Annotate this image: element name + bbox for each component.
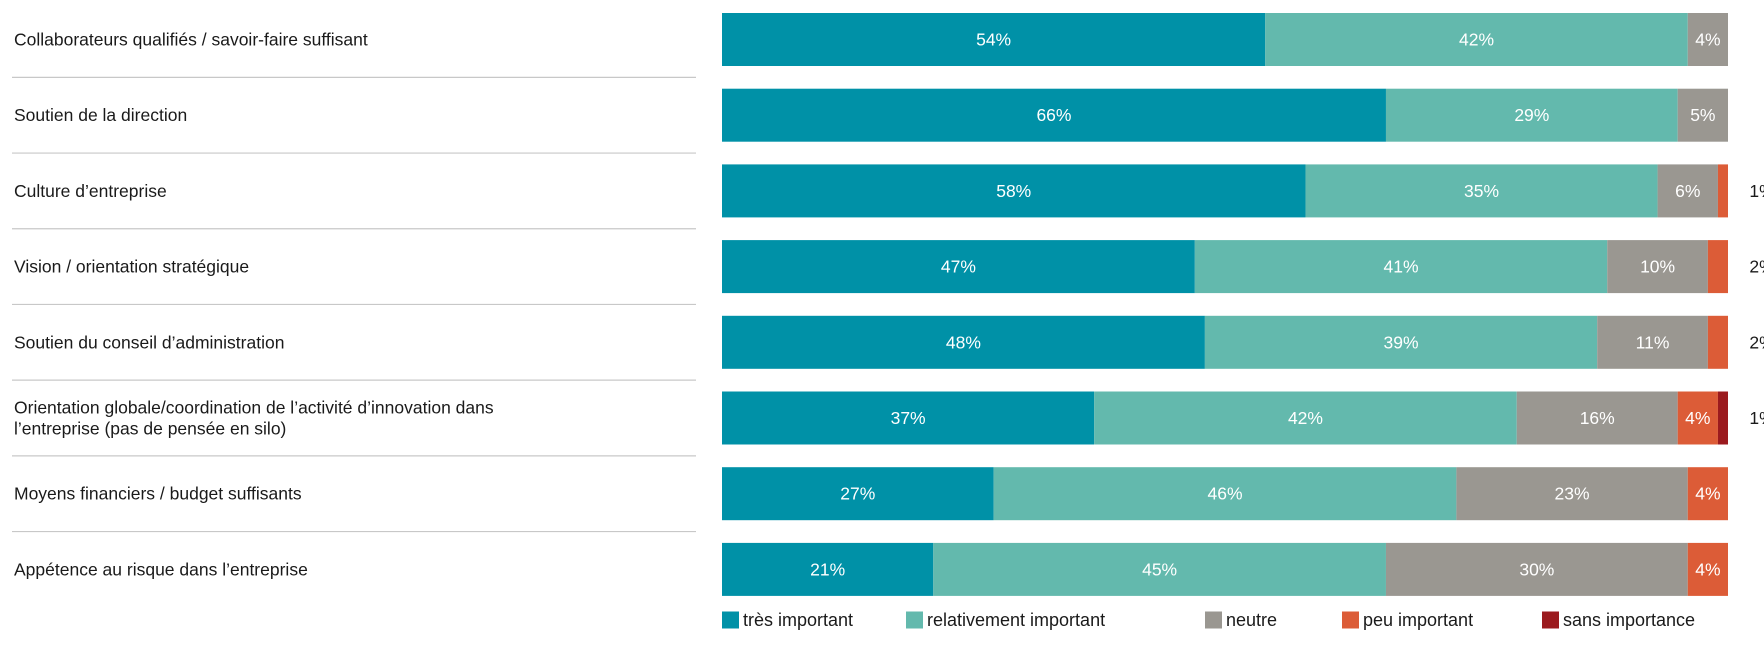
legend-swatch-relativement-important [906, 611, 923, 629]
bar-segment-relativement-important [1265, 13, 1688, 66]
data-label: 4% [1695, 30, 1720, 50]
data-label: 27% [840, 484, 875, 504]
data-label: 42% [1288, 408, 1323, 428]
legend-swatch-neutre [1205, 611, 1222, 629]
data-label: 2% [1749, 257, 1764, 277]
data-label: 37% [891, 408, 926, 428]
bar-row-4: Vision / orientation stratégique 47% 41% 10… [12, 240, 1764, 306]
bar-row-2: Soutien de la direction 66% 29% 5% [12, 88, 1728, 154]
data-label: 47% [941, 257, 976, 277]
bar-segment-neutre [1607, 240, 1708, 294]
bar-segment-peu-important [1707, 240, 1728, 294]
legend-label: peu important [1363, 610, 1473, 630]
bar-segment-relativement-important [1204, 315, 1598, 369]
legend-swatch-tres-important [722, 611, 739, 629]
bar-segment-neutre [1657, 164, 1718, 218]
data-label: 2% [1749, 332, 1764, 352]
data-label: 66% [1036, 105, 1071, 125]
category-label: Soutien de la direction [14, 105, 187, 125]
bar-segment-tres-important [722, 315, 1205, 369]
bar-row-6: Orientation globale/coordination de l’ac… [12, 391, 1764, 457]
data-label: 35% [1464, 181, 1499, 201]
bar-segment-peu-important [1707, 315, 1728, 369]
legend-swatch-sans-importance [1542, 611, 1559, 629]
bar-segment-neutre [1385, 542, 1688, 596]
data-label: 23% [1555, 484, 1590, 504]
data-label: 21% [810, 559, 845, 579]
data-label: 4% [1685, 408, 1710, 428]
bar-segment-neutre [1516, 391, 1678, 445]
category-label: Collaborateurs qualifiés / savoir-faire … [14, 30, 368, 50]
bar-segment-neutre [1597, 315, 1708, 369]
legend-label: très important [743, 610, 853, 630]
category-label: Appétence au risque dans l’entreprise [14, 559, 308, 579]
bar-segment-peu-important [1717, 164, 1728, 218]
bar-segment-neutre [1456, 467, 1688, 521]
data-label: 10% [1640, 257, 1675, 277]
data-label: 16% [1580, 408, 1615, 428]
bar-row-1: Collaborateurs qualifiés / savoir-faire … [12, 13, 1728, 78]
legend: très important relativement important neut… [722, 610, 1695, 630]
data-label: 41% [1384, 257, 1419, 277]
data-label: 46% [1207, 484, 1242, 504]
category-label: Orientation globale/coordination de l’ac… [14, 398, 494, 439]
data-label: 58% [996, 181, 1031, 201]
data-label: 30% [1519, 559, 1554, 579]
bar-segment-sans-importance [1717, 391, 1728, 445]
data-label: 1% [1749, 181, 1764, 201]
bar-segment-tres-important [722, 88, 1386, 142]
bar-segment-tres-important [722, 13, 1266, 66]
bar-segment-neutre [1677, 88, 1728, 142]
bar-segment-tres-important [722, 467, 994, 521]
data-label: 1% [1749, 408, 1764, 428]
data-label: 45% [1142, 559, 1177, 579]
data-label: 29% [1514, 105, 1549, 125]
legend-label: sans importance [1563, 610, 1695, 630]
bar-segment-relativement-important [933, 542, 1386, 596]
data-label: 39% [1384, 332, 1419, 352]
bar-segment-tres-important [722, 240, 1195, 294]
bar-segment-peu-important [1677, 391, 1718, 445]
data-label: 11% [1636, 332, 1670, 352]
bar-segment-relativement-important [1094, 391, 1517, 445]
bar-segment-tres-important [722, 542, 934, 596]
category-label: Moyens financiers / budget suffisants [14, 484, 302, 504]
legend-label: relativement important [927, 610, 1105, 630]
bar-segment-relativement-important [1305, 164, 1658, 218]
bar-segment-tres-important [722, 391, 1095, 445]
bar-row-7: Moyens financiers / budget suffisants 27%… [12, 467, 1728, 533]
bar-segment-tres-important [722, 164, 1306, 218]
data-label: 4% [1695, 484, 1720, 504]
category-label: Vision / orientation stratégique [14, 257, 249, 277]
bar-segment-peu-important [1687, 467, 1728, 521]
bar-segment-neutre [1687, 13, 1728, 66]
legend-label: neutre [1226, 610, 1277, 630]
bar-row-3: Culture d’entreprise 58% 35% 6% 1% [12, 164, 1764, 230]
data-label: 54% [976, 30, 1011, 50]
bar-segment-relativement-important [1194, 240, 1608, 294]
data-label: 6% [1675, 181, 1700, 201]
data-label: 5% [1690, 105, 1715, 125]
bar-segment-relativement-important [1385, 88, 1678, 142]
bar-segment-relativement-important [993, 467, 1457, 521]
bar-row-8: Appétence au risque dans l’entreprise 21%… [14, 542, 1728, 596]
data-label: 42% [1459, 30, 1494, 50]
legend-swatch-peu-important [1342, 611, 1359, 629]
data-label: 48% [946, 332, 981, 352]
data-label: 4% [1695, 559, 1720, 579]
bar-segment-peu-important [1687, 542, 1728, 596]
category-label: Culture d’entreprise [14, 181, 167, 201]
category-label: Soutien du conseil d’administration [14, 332, 284, 352]
bar-row-5: Soutien du conseil d’administration 48% 39… [12, 315, 1764, 381]
